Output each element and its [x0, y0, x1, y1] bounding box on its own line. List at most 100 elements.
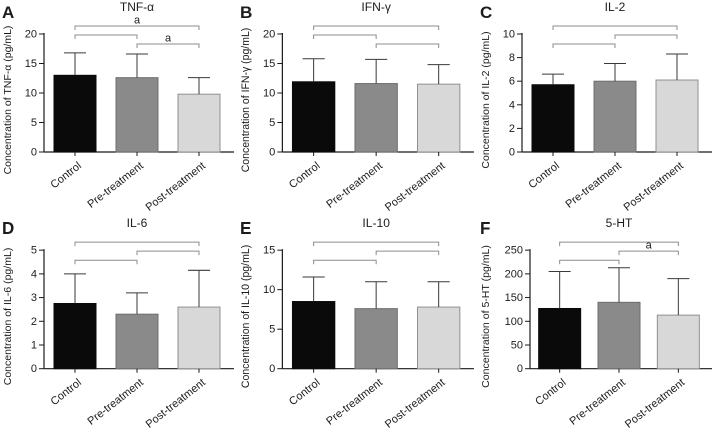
- bar-pre-treatment: [593, 80, 637, 153]
- panel-A-chart: A TNF-α Concentration of TNF-α (pg/mL) 0 5 10…: [2, 0, 234, 214]
- bar-post-treatment: [656, 314, 700, 370]
- significance-bracket: [74, 259, 138, 265]
- significance-bracket: [74, 241, 200, 247]
- bar-post-treatment: [416, 83, 461, 153]
- significance-bracket: [313, 34, 377, 39]
- x-tick-label: Control: [527, 160, 562, 191]
- significance-label: a: [165, 33, 172, 45]
- x-tick-label: Control: [49, 160, 84, 191]
- panel-B-chart: B IFN-γ Concentration of IFN-γ (pg/mL) 0 5 10…: [240, 0, 474, 214]
- y-tick-label: 0: [269, 147, 275, 159]
- significance-bracket: [313, 25, 440, 30]
- panel-E: E IL-10 Concentration of IL-10 (pg/mL) 0 5 10…: [238, 216, 478, 433]
- significance-bracket: [375, 250, 440, 256]
- bar-pre-treatment: [597, 301, 641, 370]
- chart-title: IFN-γ: [361, 0, 391, 14]
- y-tick-label: 2: [31, 316, 37, 328]
- significance-bracket: [614, 34, 678, 39]
- panel-E-chart: E IL-10 Concentration of IL-10 (pg/mL) 0 5 10…: [240, 216, 474, 431]
- panel-C: C IL-2 Concentration of IL-2 (pg/mL) 0 2 4 6 8 1…: [478, 0, 716, 216]
- y-axis-label: Concentration of IFN-γ (pg/mL): [240, 28, 252, 173]
- chart-title: 5-HT: [606, 216, 633, 230]
- y-tick-label: 15: [263, 58, 275, 70]
- bar-pre-treatment: [115, 313, 159, 370]
- x-tick-label: Pre-treatment: [324, 160, 385, 211]
- y-tick-label: 0: [509, 147, 515, 159]
- panel-D-chart: D IL-6 Concentration of IL-6 (pg/mL) 0 1 2 3 4 5…: [2, 216, 234, 431]
- significance-label: a: [646, 240, 653, 252]
- panel-F: F 5-HT Concentration of 5-HT (pg/mL) 0 50 100…: [478, 216, 716, 433]
- bar-post-treatment: [655, 79, 699, 153]
- bar-control: [538, 307, 582, 370]
- panel-A: A TNF-α Concentration of TNF-α (pg/mL) 0 5 10…: [0, 0, 238, 216]
- panel-C-chart: C IL-2 Concentration of IL-2 (pg/mL) 0 2 4 6 8 1…: [480, 0, 712, 214]
- x-tick-label: Post-treatment: [622, 160, 686, 214]
- y-tick-label: 20: [263, 29, 275, 41]
- panel-letter: F: [480, 219, 490, 238]
- x-tick-label: Post-treatment: [623, 377, 687, 431]
- y-tick-label: 10: [263, 88, 275, 100]
- significance-bracket: [552, 25, 678, 30]
- significance-bracket: [74, 34, 138, 39]
- x-tick-label: Pre-treatment: [324, 377, 385, 428]
- y-axis-label: Concentration of IL-2 (pg/mL): [480, 31, 492, 168]
- x-tick-label: Pre-treatment: [568, 377, 628, 428]
- bar-control: [531, 84, 575, 153]
- x-tick-label: Post-treatment: [144, 160, 208, 214]
- significance-bracket: [559, 259, 620, 265]
- y-tick-label: 0: [269, 363, 275, 375]
- y-tick-label: 15: [263, 245, 275, 257]
- y-tick-label: 50: [511, 339, 523, 351]
- y-axis-label: Concentration of IL-10 (pg/mL): [240, 245, 252, 388]
- y-tick-label: 4: [31, 268, 37, 280]
- y-tick-label: 100: [505, 316, 523, 328]
- y-tick-label: 10: [25, 88, 37, 100]
- significance-label: a: [134, 15, 141, 27]
- y-tick-label: 5: [31, 117, 37, 129]
- significance-bracket: [618, 250, 679, 256]
- panel-F-chart: F 5-HT Concentration of 5-HT (pg/mL) 0 50 100…: [480, 216, 712, 431]
- x-tick-label: Pre-treatment: [563, 160, 623, 211]
- y-tick-label: 4: [509, 99, 515, 111]
- y-tick-label: 250: [505, 245, 523, 257]
- significance-bracket: [74, 25, 200, 30]
- x-tick-label: Post-treatment: [383, 160, 448, 214]
- x-tick-label: Control: [49, 377, 84, 408]
- y-tick-label: 0: [31, 147, 37, 159]
- bar-post-treatment: [416, 306, 461, 370]
- bar-control: [53, 74, 97, 153]
- x-tick-label: Control: [287, 160, 323, 191]
- significance-bracket: [559, 241, 679, 247]
- y-tick-label: 15: [25, 58, 37, 70]
- panel-letter: A: [2, 3, 14, 22]
- y-axis-label: Concentration of TNF-α (pg/mL): [2, 26, 14, 175]
- bar-pre-treatment: [115, 77, 159, 153]
- y-tick-label: 10: [503, 29, 515, 41]
- bar-post-treatment: [177, 93, 221, 153]
- significance-bracket: [313, 241, 440, 247]
- y-tick-label: 10: [263, 284, 275, 296]
- significance-bracket: [136, 43, 200, 48]
- panel-letter: C: [480, 3, 492, 22]
- panel-letter: B: [240, 3, 252, 22]
- significance-bracket: [552, 43, 616, 48]
- bar-pre-treatment: [354, 83, 398, 153]
- y-tick-label: 6: [509, 76, 515, 88]
- y-tick-label: 5: [269, 117, 275, 129]
- x-tick-label: Pre-treatment: [86, 377, 146, 428]
- panel-D: D IL-6 Concentration of IL-6 (pg/mL) 0 1 2 3 4 5…: [0, 216, 238, 433]
- y-tick-label: 3: [31, 292, 37, 304]
- y-axis-label: Concentration of 5-HT (pg/mL): [480, 245, 492, 388]
- significance-bracket: [136, 250, 200, 256]
- y-axis-label: Concentration of IL-6 (pg/mL): [2, 248, 14, 386]
- bar-post-treatment: [177, 306, 221, 370]
- panel-letter: D: [2, 219, 14, 238]
- panel-B: B IFN-γ Concentration of IFN-γ (pg/mL) 0 5 10…: [238, 0, 478, 216]
- chart-title: IL-10: [362, 216, 390, 230]
- y-tick-label: 0: [517, 363, 523, 375]
- x-tick-label: Post-treatment: [144, 377, 208, 431]
- x-tick-label: Control: [533, 377, 568, 408]
- y-tick-label: 5: [31, 245, 37, 257]
- y-tick-label: 20: [25, 29, 37, 41]
